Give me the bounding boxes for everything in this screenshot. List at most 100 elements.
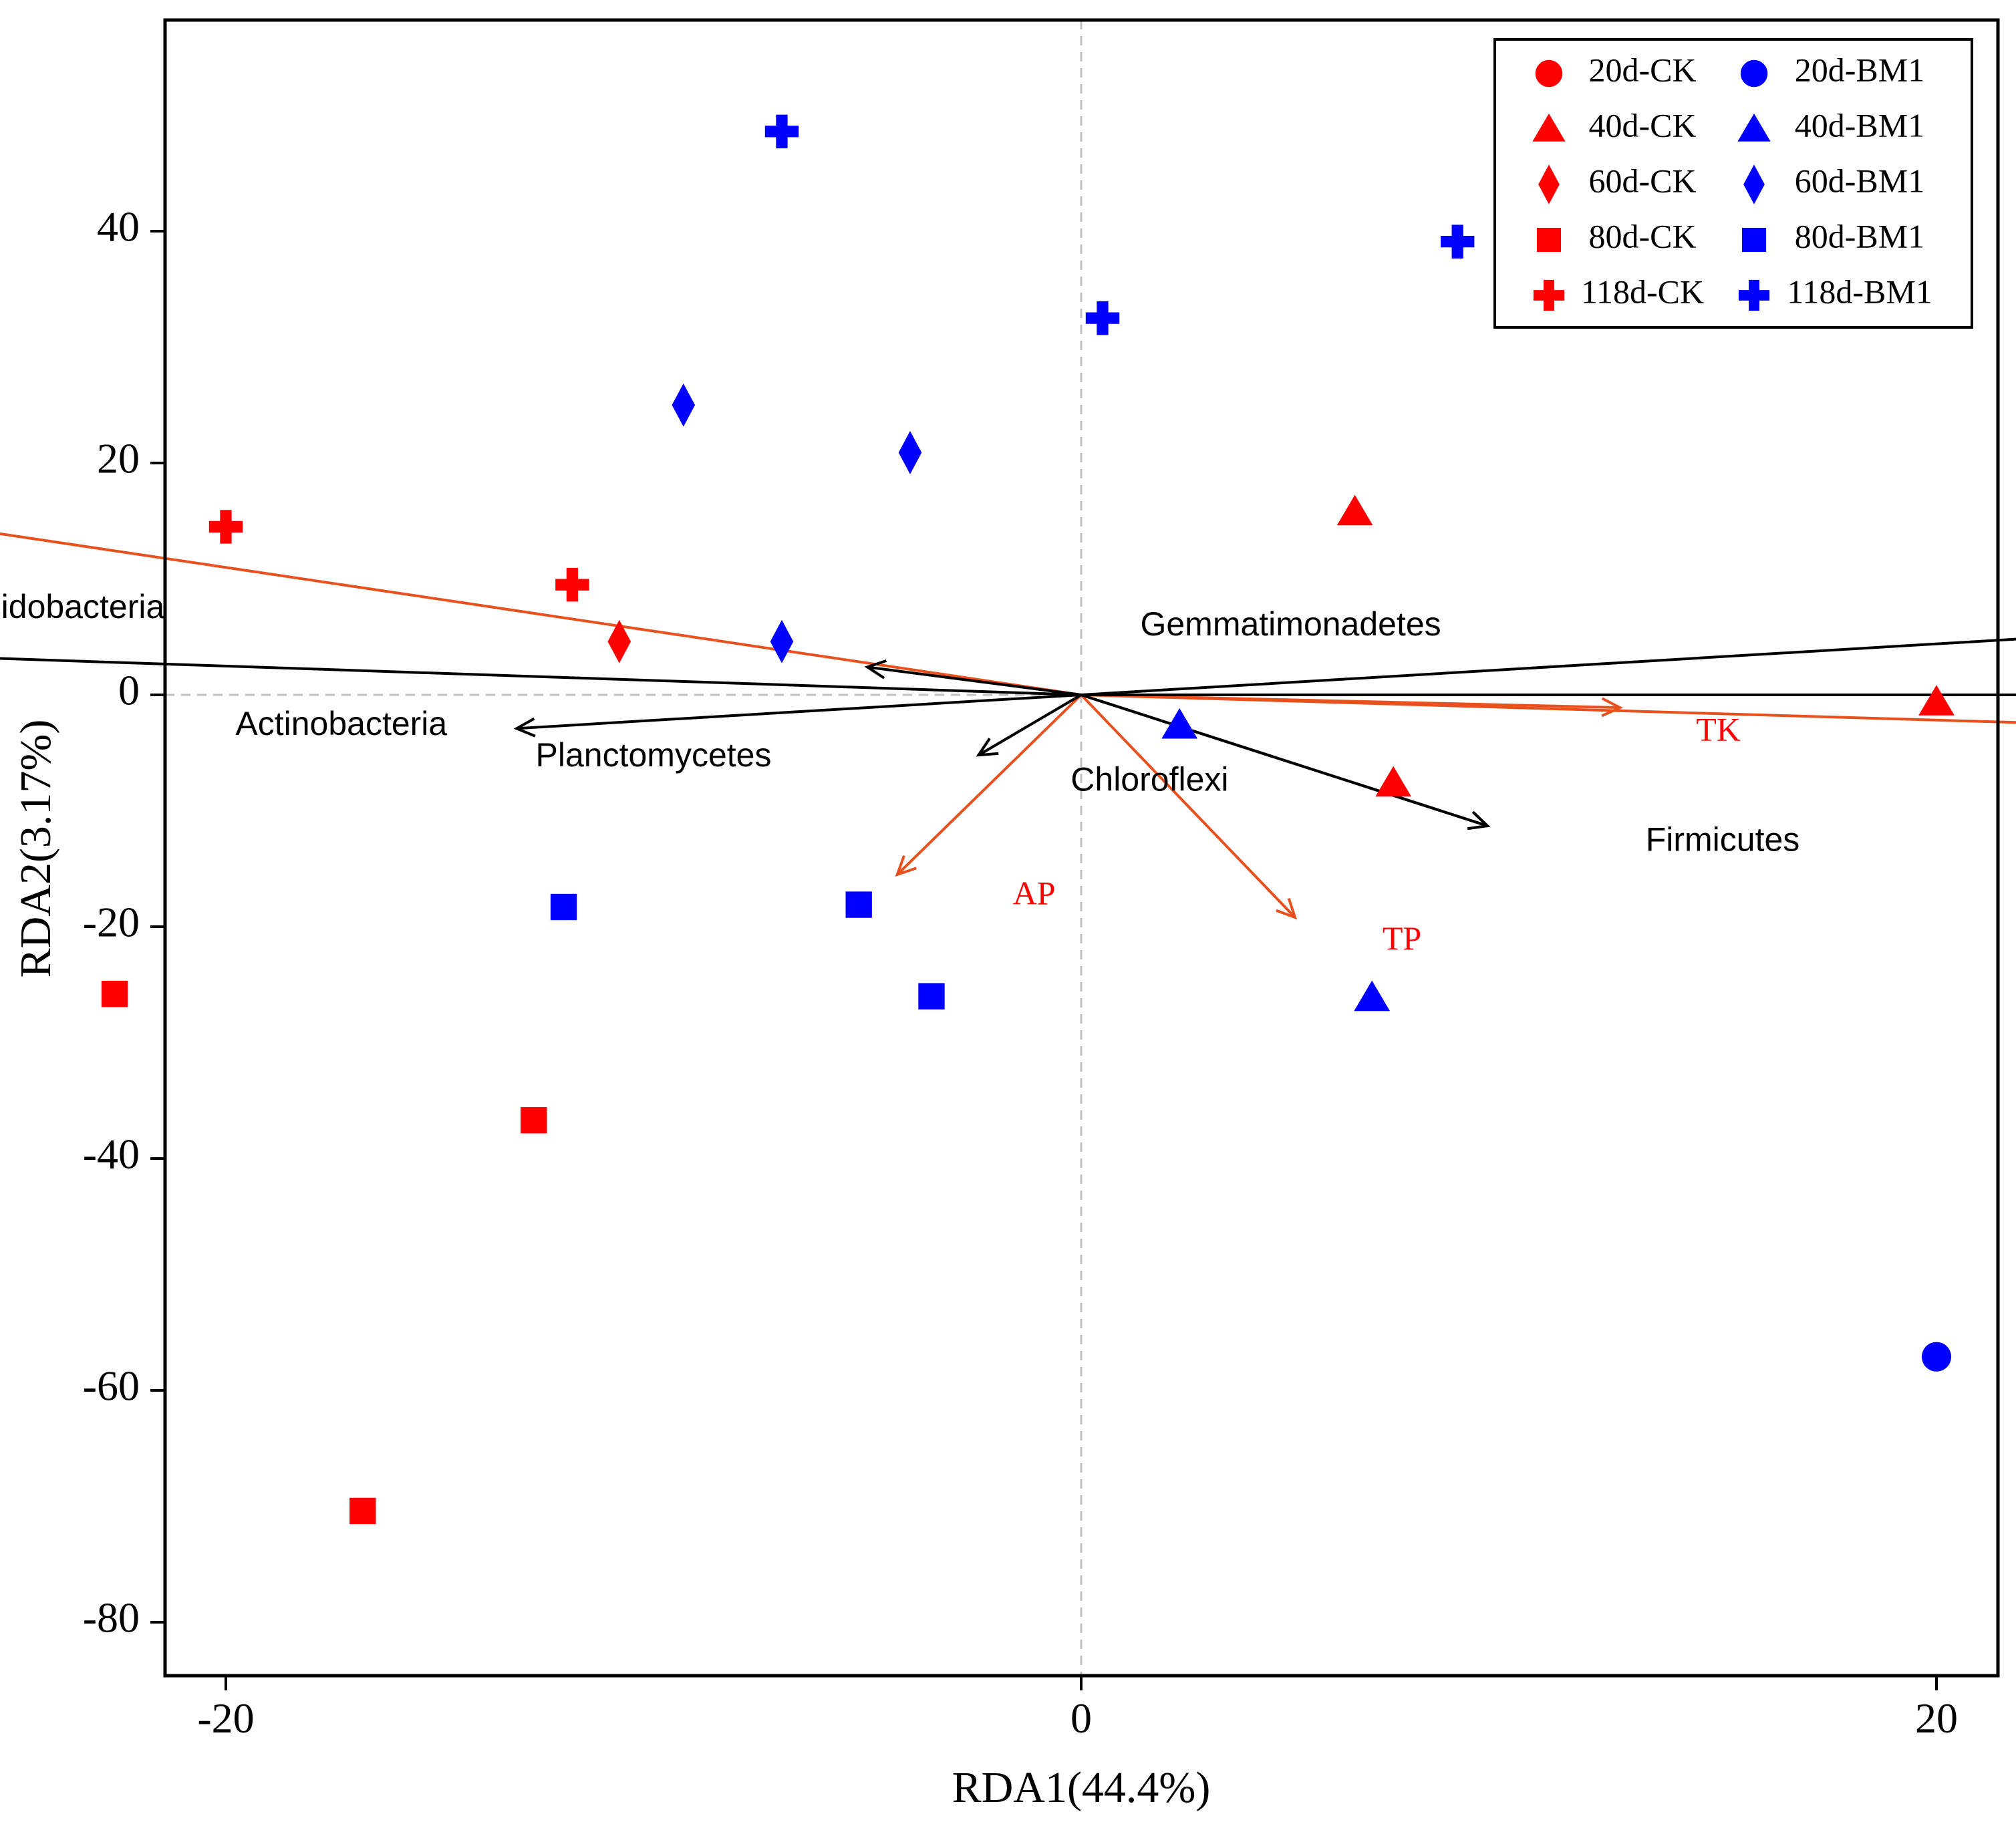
legend-marker-80d-ck [1536, 227, 1562, 253]
legend-marker-118d-ck [1533, 279, 1565, 311]
legend-label-40d-ck: 40d-CK [1588, 106, 1696, 144]
legend-label-80d-bm1: 80d-BM1 [1795, 217, 1924, 255]
series-40d-bm1 [1161, 708, 1391, 1012]
taxon-arrow-acidobacteria [0, 657, 1082, 696]
env-label-ap: AP [1013, 874, 1056, 911]
series-80d-ck [101, 980, 547, 1525]
point-40d-ck-2 [1918, 685, 1955, 716]
taxon-arrow-actinobacteria-shaft [517, 694, 1082, 730]
legend-marker-20d-ck [1535, 59, 1563, 88]
legend-label-20d-bm1: 20d-BM1 [1795, 51, 1924, 88]
point-40d-bm1-1 [1161, 708, 1198, 739]
taxon-label-firmicutes: Firmicutes [1646, 821, 1800, 859]
taxon-arrow-actinobacteria-head [513, 717, 536, 738]
point-118d-bm1-3 [1085, 301, 1120, 335]
taxon-label-actinobacteria: Actinobacteria [235, 705, 447, 742]
point-80d-ck-2 [521, 1107, 547, 1134]
point-60d-bm1-2 [898, 430, 922, 474]
legend-marker-60d-bm1 [1743, 164, 1765, 204]
y-tick-label: 20 [97, 435, 140, 482]
env-arrow-ap-shaft [896, 694, 1083, 876]
series-20d-bm1 [1921, 1342, 1952, 1372]
x-axis-title: RDA1(44.4%) [952, 1763, 1211, 1812]
point-80d-bm1-1 [550, 893, 577, 921]
y-tick-label: -60 [83, 1362, 140, 1410]
taxon-label-planctomycetes: Planctomycetes [536, 736, 772, 774]
taxon-label-gemmatimonadetes: Gemmatimonadetes [1140, 605, 1441, 643]
y-tick-label: 0 [118, 667, 140, 714]
taxon-arrow-firmicutes [1081, 694, 1491, 830]
point-118d-bm1-2 [1441, 224, 1475, 259]
legend-label-20d-ck: 20d-CK [1588, 51, 1696, 88]
legend-label-60d-bm1: 60d-BM1 [1795, 162, 1924, 199]
point-80d-bm1-3 [918, 983, 945, 1010]
series-40d-ck [1336, 494, 1955, 797]
taxon-arrow-gemmatimonadetes-head [864, 659, 887, 679]
point-80d-ck-1 [101, 980, 128, 1008]
legend-marker-20d-bm1 [1740, 59, 1768, 88]
taxon-arrow-acidobacteria-shaft [0, 657, 1082, 696]
env-arrow-tp-head [1276, 897, 1298, 920]
taxon-arrow-planctomycetes [976, 694, 1083, 757]
env-arrow-ap [895, 694, 1083, 877]
point-40d-ck-1 [1336, 494, 1373, 526]
taxon-arrow-gemmatimonadetes [864, 659, 1082, 696]
env-arrow-ph-shaft [0, 532, 1082, 696]
taxon-arrow-firmicutes-shaft [1081, 694, 1488, 827]
y-tick-label: 40 [97, 203, 140, 251]
env-label-tp: TP [1383, 919, 1421, 957]
taxon-arrow-planctomycetes-shaft [978, 694, 1083, 756]
env-arrow-ak [1081, 694, 2016, 724]
x-tick-label: 0 [1070, 1694, 1092, 1742]
taxon-arrow-bacteroidetes [1081, 637, 2016, 696]
env-arrow-ph [0, 532, 1082, 696]
point-60d-bm1-3 [770, 619, 794, 663]
legend-box [1493, 38, 1973, 329]
point-118d-ck-2 [208, 510, 243, 544]
legend-label-118d-ck: 118d-CK [1581, 273, 1704, 310]
taxon-arrow-planctomycetes-head [976, 738, 999, 757]
y-tick-label: -80 [83, 1594, 140, 1642]
env-arrow-tp-shaft [1080, 694, 1296, 919]
x-tick-label: -20 [197, 1694, 254, 1742]
series-60d-bm1 [672, 383, 922, 663]
y-tick-label: -20 [83, 899, 140, 946]
env-arrow-tk-head [1601, 697, 1623, 718]
point-60d-ck-3 [607, 619, 631, 663]
point-118d-ck-3 [555, 567, 589, 602]
legend-marker-80d-bm1 [1741, 227, 1767, 253]
env-arrow-ap-head [895, 855, 917, 877]
taxon-arrow-bacteroidetes-shaft [1081, 637, 2016, 696]
legend: 20d-CK 40d-CK 60d-CK 80d-CK 118d-CK 20d-BM1 40… [1493, 38, 1973, 329]
taxon-label-chloroflexi: Chloroflexi [1070, 760, 1228, 798]
y-axis-title: RDA2(3.17%) [11, 720, 60, 978]
legend-marker-40d-bm1 [1737, 113, 1771, 142]
legend-label-80d-ck: 80d-CK [1588, 217, 1696, 255]
y-tick-label: -40 [83, 1130, 140, 1178]
legend-marker-118d-bm1 [1738, 279, 1770, 311]
legend-label-60d-ck: 60d-CK [1588, 162, 1696, 199]
taxon-arrow-firmicutes-head [1467, 810, 1491, 830]
point-20d-bm1-3 [1921, 1342, 1952, 1372]
series-60d-ck [607, 619, 631, 663]
point-60d-bm1-1 [672, 383, 696, 427]
legend-label-40d-bm1: 40d-BM1 [1795, 106, 1924, 144]
taxon-arrow-proteobacteria [1081, 694, 2016, 696]
point-80d-bm1-2 [845, 891, 872, 918]
x-tick-label: 20 [1915, 1694, 1958, 1742]
taxon-arrow-gemmatimonadetes-shaft [867, 665, 1082, 696]
env-arrow-ak-shaft [1081, 694, 2016, 724]
taxon-arrow-actinobacteria [513, 694, 1082, 738]
taxon-label-acidobacteria: Acidobacteria [0, 588, 164, 625]
env-label-tk: TK [1696, 711, 1741, 748]
point-40d-bm1-2 [1354, 980, 1391, 1012]
point-80d-ck-3 [349, 1497, 376, 1525]
legend-marker-40d-ck [1532, 113, 1566, 142]
env-arrow-tp [1080, 694, 1298, 920]
legend-marker-60d-ck [1538, 164, 1560, 204]
point-40d-ck-3 [1375, 766, 1412, 797]
series-118d-bm1 [764, 114, 1475, 335]
series-80d-bm1 [550, 891, 945, 1010]
legend-label-118d-bm1: 118d-BM1 [1787, 273, 1932, 310]
